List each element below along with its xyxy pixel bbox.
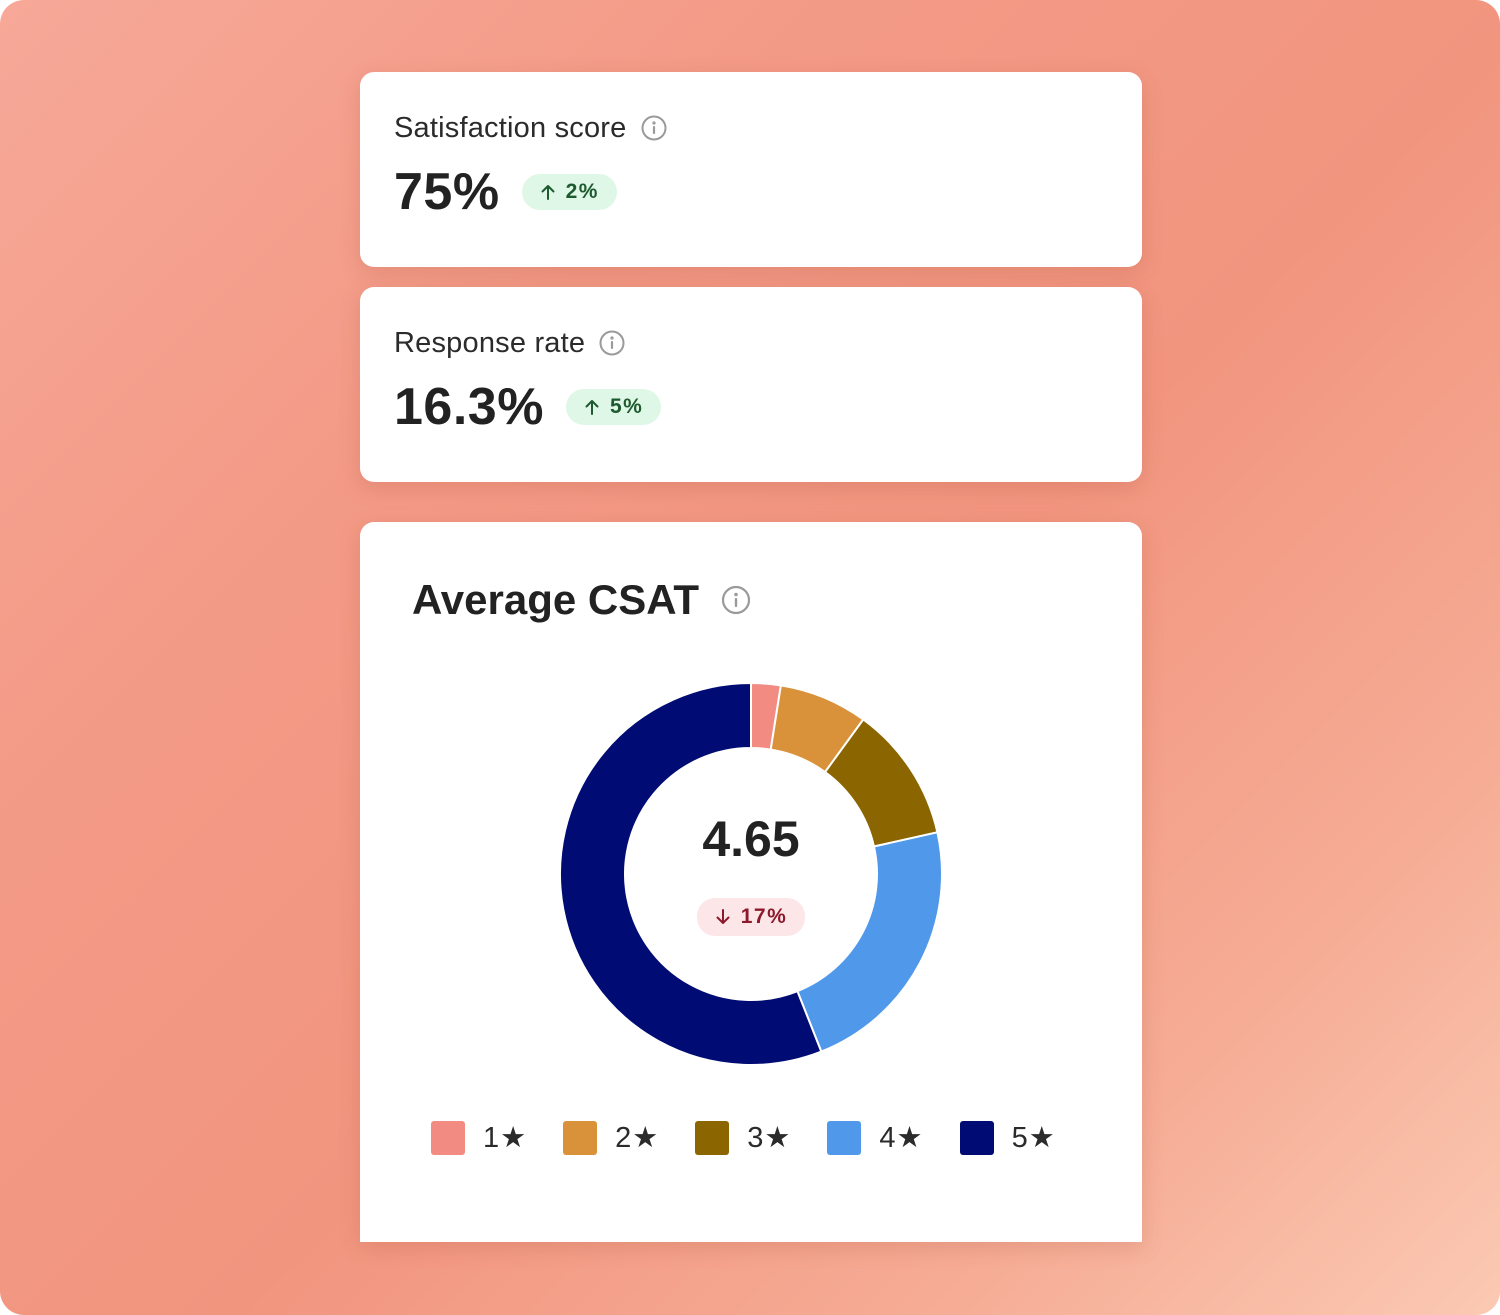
legend-label: 1★	[483, 1122, 528, 1154]
legend-item-5-star[interactable]: 5★	[959, 1120, 1056, 1155]
info-icon[interactable]	[721, 585, 751, 615]
legend-swatch	[431, 1120, 465, 1155]
legend-swatch	[563, 1120, 598, 1155]
average-csat-title: Average CSAT	[412, 576, 700, 623]
csat-change-value: 17%	[740, 905, 788, 928]
legend-item-2-star[interactable]: 2★	[563, 1120, 659, 1155]
satisfaction-change-badge: 2%	[521, 174, 617, 210]
csat-donut-chart	[559, 681, 943, 1066]
satisfaction-change-value: 2%	[565, 180, 599, 203]
legend-item-3-star[interactable]: 3★	[695, 1120, 791, 1155]
legend-swatch	[695, 1120, 730, 1155]
response-rate-title: Response rate	[394, 326, 586, 359]
info-icon[interactable]	[599, 330, 625, 356]
legend-item-4-star[interactable]: 4★	[827, 1120, 923, 1155]
arrow-up-icon	[540, 183, 556, 201]
legend-label: 4★	[879, 1122, 924, 1154]
satisfaction-score-value: 75%	[394, 163, 500, 221]
satisfaction-score-card: Satisfaction score 75% 2%	[360, 72, 1142, 267]
legend-label: 5★	[1011, 1122, 1056, 1154]
csat-change-badge: 17%	[696, 898, 806, 936]
chart-legend: 1★ 2★ 3★ 4★ 5★	[431, 1120, 1092, 1155]
response-rate-value: 16.3%	[394, 378, 544, 436]
response-change-value: 5%	[609, 395, 644, 418]
average-csat-card: Average CSAT 4.65 17% 1★ 2★ 3★ 4★ 5★	[360, 522, 1142, 1242]
legend-item-1-star[interactable]: 1★	[431, 1120, 527, 1155]
satisfaction-score-title: Satisfaction score	[394, 111, 627, 144]
response-rate-card: Response rate 16.3% 5%	[360, 287, 1142, 482]
legend-label: 3★	[747, 1122, 792, 1154]
legend-label: 2★	[615, 1122, 660, 1154]
legend-swatch	[959, 1120, 994, 1155]
info-icon[interactable]	[641, 115, 667, 141]
legend-swatch	[827, 1120, 862, 1155]
response-change-badge: 5%	[565, 389, 662, 425]
csat-average-value: 4.65	[702, 811, 800, 867]
arrow-up-icon	[584, 398, 600, 416]
donut-slice-5-star[interactable]	[559, 681, 823, 1066]
arrow-down-icon	[715, 908, 731, 926]
donut-slice-4-star[interactable]	[796, 831, 943, 1053]
